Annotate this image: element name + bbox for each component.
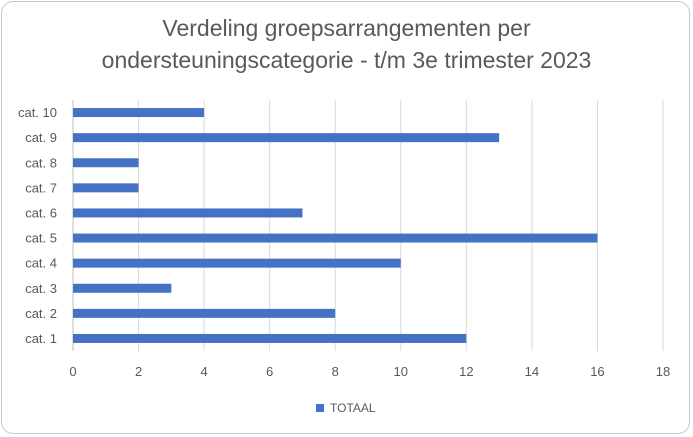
chart-title: Verdeling groepsarrangementen per onders… xyxy=(0,12,693,76)
bar xyxy=(73,108,205,118)
x-tick-label: 12 xyxy=(459,364,473,379)
category-label: cat. 1 xyxy=(25,331,57,346)
category-label: cat. 7 xyxy=(25,180,57,195)
bar xyxy=(73,233,598,243)
x-tick-label: 2 xyxy=(135,364,142,379)
category-label: cat. 4 xyxy=(25,256,57,271)
bar xyxy=(73,158,139,168)
chart-title-line-1: Verdeling groepsarrangementen per xyxy=(162,15,531,41)
bar xyxy=(73,208,303,218)
x-tick-label: 0 xyxy=(69,364,76,379)
category-label: cat. 8 xyxy=(25,155,57,170)
x-tick-label: 8 xyxy=(332,364,339,379)
category-label: cat. 5 xyxy=(25,231,57,246)
legend: TOTAAL xyxy=(316,401,376,415)
bar xyxy=(73,283,172,293)
bar xyxy=(73,308,336,318)
x-tick-label: 16 xyxy=(590,364,604,379)
bars xyxy=(73,108,598,343)
category-labels: cat. 1 cat. 2 cat. 3 cat. 4 cat. 5 cat. 6 cat.… xyxy=(18,105,57,346)
category-label: cat. 6 xyxy=(25,205,57,220)
x-tick-label: 14 xyxy=(525,364,539,379)
x-tick-label: 10 xyxy=(394,364,408,379)
bar xyxy=(73,258,401,268)
category-label: cat. 9 xyxy=(25,130,57,145)
legend-label: TOTAAL xyxy=(330,401,376,415)
category-label: cat. 2 xyxy=(25,306,57,321)
bar xyxy=(73,183,139,193)
x-tick-label: 6 xyxy=(266,364,273,379)
bar xyxy=(73,333,467,343)
category-label: cat. 3 xyxy=(25,281,57,296)
category-label: cat. 10 xyxy=(18,105,57,120)
x-tick-labels: 0 2 4 6 8 10 12 14 16 18 xyxy=(69,364,670,379)
bar xyxy=(73,133,500,143)
x-tick-label: 4 xyxy=(200,364,207,379)
x-tick-label: 18 xyxy=(656,364,670,379)
legend-swatch xyxy=(316,404,324,412)
chart-title-line-2: ondersteuningscategorie - t/m 3e trimest… xyxy=(101,47,592,73)
